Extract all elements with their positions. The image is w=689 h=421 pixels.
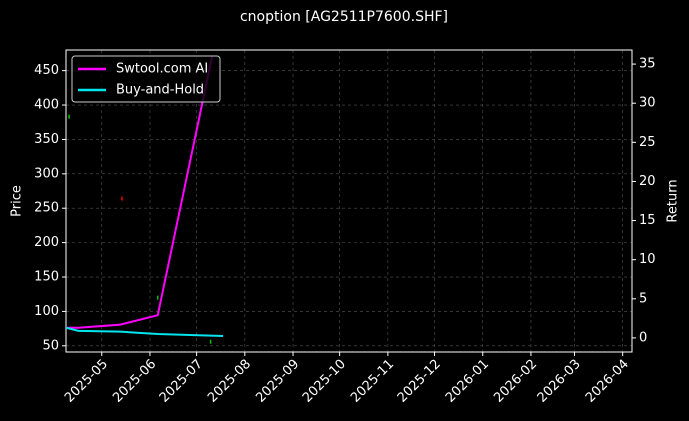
x-tick-label: 2025-06	[110, 357, 159, 406]
x-tick-label: 2025-12	[395, 357, 444, 406]
y2-tick-label: 25	[639, 135, 656, 150]
x-tick-label: 2025-09	[253, 357, 302, 406]
plot-frame	[65, 49, 633, 353]
x-tick-label: 2025-07	[157, 357, 206, 406]
y2-tick-label: 0	[639, 330, 647, 345]
x-tick-label: 2025-08	[205, 357, 254, 406]
y2-axis-label: Return	[666, 179, 681, 222]
y-tick-label: 250	[34, 201, 59, 216]
y2-tick-label: 5	[639, 291, 647, 306]
y-tick-label: 100	[34, 304, 59, 319]
y-tick-label: 200	[34, 235, 59, 250]
y2-tick-label: 15	[639, 213, 656, 228]
x-tick-label: 2025-05	[62, 357, 111, 406]
series-line	[66, 326, 224, 337]
y2-tick-label: 20	[639, 174, 656, 189]
y2-tick-label: 10	[639, 252, 656, 267]
legend-box	[71, 55, 221, 103]
y-tick-label: 400	[34, 98, 59, 113]
y-axis-label: Price	[10, 185, 25, 217]
y-tick-label: 300	[34, 166, 59, 181]
y-tick-label: 450	[34, 63, 59, 78]
x-tick-label: 2026-01	[443, 357, 492, 406]
x-tick-label: 2026-03	[535, 357, 584, 406]
legend-label: Buy-and-Hold	[116, 83, 204, 98]
series-line	[66, 56, 214, 329]
y-tick-label: 350	[34, 132, 59, 147]
x-tick-label: 2026-04	[583, 357, 632, 406]
y-tick-label: 150	[34, 270, 59, 285]
x-tick-label: 2025-11	[348, 357, 397, 406]
y-tick-label: 50	[42, 338, 59, 353]
chart-title: cnoption [AG2511P7600.SHF]	[240, 9, 448, 25]
legend-label: Swtool.com AI	[116, 62, 208, 77]
x-tick-label: 2025-10	[300, 357, 349, 406]
x-tick-label: 2026-02	[491, 357, 540, 406]
y2-tick-label: 30	[639, 96, 656, 111]
y2-tick-label: 35	[639, 57, 656, 72]
